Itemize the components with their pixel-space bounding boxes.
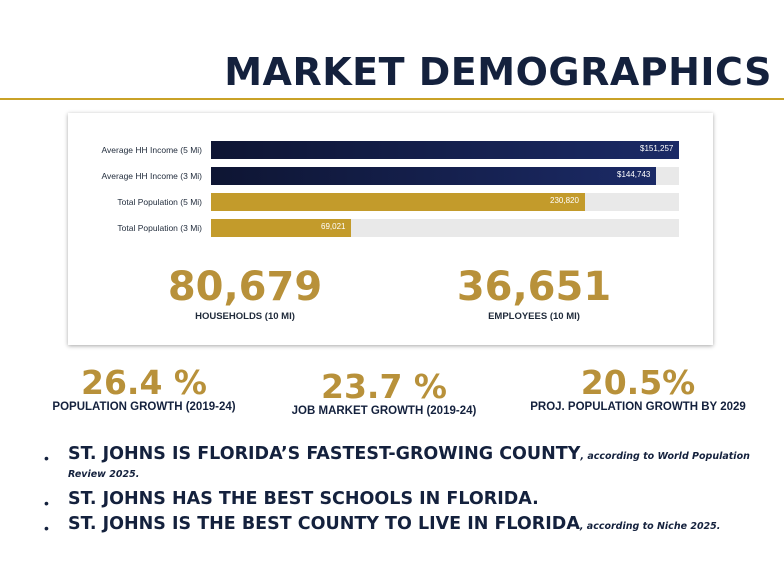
bar-label: Total Population (5 Mi): [117, 197, 202, 207]
bar: [211, 141, 679, 159]
employees-stat: 36,651 EMPLOYEES (10 MI): [424, 265, 644, 322]
highlight-note: , according to Niche 2025.: [579, 521, 721, 532]
projected-growth-caption: PROJ. POPULATION GROWTH BY 2029: [530, 401, 746, 413]
bar-value-label: $151,257: [640, 144, 674, 153]
bar-label: Total Population (3 Mi): [117, 223, 202, 233]
population-growth-stat: 26.4 % POPULATION GROWTH (2019-24): [36, 363, 252, 414]
page-title: MARKET DEMOGRAPHICS: [224, 50, 772, 94]
highlight-note: , according to World Population Review 2…: [68, 451, 750, 480]
highlight-main: ST. JOHNS HAS THE BEST SCHOOLS IN FLORID…: [68, 489, 539, 509]
bar-label: Average HH Income (3 Mi): [101, 171, 202, 181]
bullet-icon: •: [44, 450, 49, 466]
highlight-main: ST. JOHNS IS THE BEST COUNTY TO LIVE IN …: [68, 514, 580, 534]
list-item: • ST. JOHNS HAS THE BEST SCHOOLS IN FLOR…: [44, 489, 764, 511]
population-growth-caption: POPULATION GROWTH (2019-24): [52, 401, 236, 413]
bar-track: $144,743: [211, 167, 679, 185]
job-growth-caption: JOB MARKET GROWTH (2019-24): [291, 405, 477, 417]
households-value: 80,679: [167, 264, 323, 310]
highlights-list: • ST. JOHNS IS FLORIDA’S FASTEST-GROWING…: [44, 444, 764, 543]
bullet-icon: •: [44, 520, 49, 536]
bar-track: 230,820: [211, 193, 679, 211]
title-divider: [0, 98, 784, 100]
bar-value-label: $144,743: [617, 170, 651, 179]
job-growth-stat: 23.7 % JOB MARKET GROWTH (2019-24): [276, 367, 492, 418]
demographics-card: Average HH Income (5 Mi) $151,257 Average …: [68, 113, 713, 345]
bar-value-label: 69,021: [321, 222, 346, 231]
bar: [211, 193, 585, 211]
population-growth-value: 26.4 %: [81, 363, 207, 402]
list-item: • ST. JOHNS IS FLORIDA’S FASTEST-GROWING…: [44, 444, 764, 483]
bar: [211, 167, 656, 185]
list-item: • ST. JOHNS IS THE BEST COUNTY TO LIVE I…: [44, 514, 764, 536]
households-caption: HOUSEHOLDS (10 MI): [195, 311, 295, 322]
households-stat: 80,679 HOUSEHOLDS (10 MI): [135, 265, 355, 322]
bar-value-label: 230,820: [550, 196, 579, 205]
bullet-icon: •: [44, 495, 49, 511]
bar-label: Average HH Income (5 Mi): [101, 145, 202, 155]
job-growth-value: 23.7 %: [321, 367, 447, 406]
employees-value: 36,651: [456, 264, 612, 310]
bar-track: 69,021: [211, 219, 679, 237]
projected-growth-value: 20.5%: [580, 363, 696, 402]
bar: [211, 219, 351, 237]
projected-growth-stat: 20.5% PROJ. POPULATION GROWTH BY 2029: [516, 363, 760, 414]
highlight-main: ST. JOHNS IS FLORIDA’S FASTEST-GROWING C…: [68, 444, 581, 464]
employees-caption: EMPLOYEES (10 MI): [488, 311, 580, 322]
bar-track: $151,257: [211, 141, 679, 159]
